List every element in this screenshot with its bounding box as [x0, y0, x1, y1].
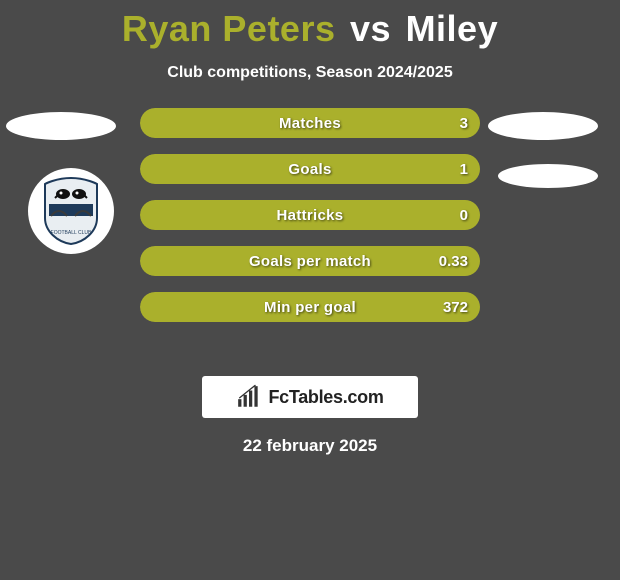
bar-value-right: 0 [460, 200, 468, 230]
brand-badge[interactable]: FcTables.com [202, 376, 418, 418]
bar-label: Min per goal [140, 292, 480, 322]
stat-bar-row: Hattricks0 [140, 200, 480, 230]
comparison-title: Ryan Peters vs Miley [0, 0, 620, 50]
bar-chart-icon [236, 384, 262, 410]
player2-oval-icon [488, 112, 598, 140]
stat-bars: Matches3Goals1Hattricks0Goals per match0… [140, 108, 480, 338]
bar-value-right: 3 [460, 108, 468, 138]
comparison-arena: FOOTBALL CLUB Matches3 Goals1 Hattricks0 Go… [0, 108, 620, 368]
stat-bar-row: Matches3 [140, 108, 480, 138]
bar-label: Goals [140, 154, 480, 184]
player2-shape-icon [498, 164, 598, 188]
bar-value-right: 1 [460, 154, 468, 184]
bar-value-right: 0.33 [439, 246, 468, 276]
player1-oval-icon [6, 112, 116, 140]
bar-label: Matches [140, 108, 480, 138]
club-crest-icon: FOOTBALL CLUB [41, 176, 101, 246]
stat-bar-row: Min per goal372 [140, 292, 480, 322]
player2-name: Miley [406, 8, 499, 49]
vs-text: vs [350, 8, 391, 49]
date-text: 22 february 2025 [0, 436, 620, 456]
brand-text: FcTables.com [268, 387, 383, 408]
subtitle: Club competitions, Season 2024/2025 [0, 64, 620, 82]
stat-bar-row: Goals per match0.33 [140, 246, 480, 276]
stat-bar-row: Goals1 [140, 154, 480, 184]
player1-club-badge: FOOTBALL CLUB [28, 168, 114, 254]
bar-label: Hattricks [140, 200, 480, 230]
bar-value-right: 372 [443, 292, 468, 322]
svg-text:FOOTBALL CLUB: FOOTBALL CLUB [51, 230, 92, 236]
player1-name: Ryan Peters [122, 8, 336, 49]
bar-label: Goals per match [140, 246, 480, 276]
